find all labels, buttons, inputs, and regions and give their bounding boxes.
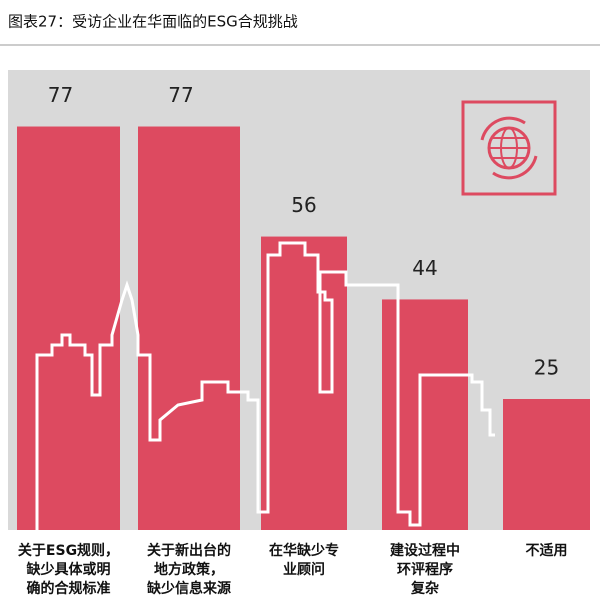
bar — [261, 236, 347, 530]
globe-icon — [461, 100, 557, 196]
x-tick-label: 在华缺少专 — [269, 542, 339, 559]
x-tick-label: 关于ESG规则， — [18, 542, 119, 559]
x-tick-label: 业顾问 — [283, 561, 325, 578]
x-tick-label: 建设过程中 — [390, 542, 460, 559]
value-label: 25 — [534, 356, 559, 380]
chart-title: 图表27：受访企业在华面临的ESG合规挑战 — [8, 13, 298, 31]
x-tick-label: 地方政策， — [154, 561, 224, 578]
x-tick-label: 缺少信息来源 — [147, 580, 231, 597]
value-label: 77 — [168, 83, 193, 107]
x-tick-label: 环评程序 — [397, 561, 453, 578]
x-tick-label: 复杂 — [410, 580, 439, 597]
x-tick-label: 关于新出台的 — [147, 542, 231, 559]
value-label: 44 — [412, 256, 437, 280]
bar — [503, 399, 590, 530]
skyline-decoration — [35, 241, 495, 530]
x-tick-label: 不适用 — [526, 542, 568, 559]
x-tick-label: 确的合规标准 — [27, 580, 111, 597]
value-label: 56 — [291, 193, 316, 217]
value-label: 77 — [48, 83, 73, 107]
bar — [138, 126, 240, 531]
x-tick-label: 缺少具体或明 — [27, 561, 111, 578]
bar — [17, 126, 120, 531]
bar — [382, 299, 468, 530]
